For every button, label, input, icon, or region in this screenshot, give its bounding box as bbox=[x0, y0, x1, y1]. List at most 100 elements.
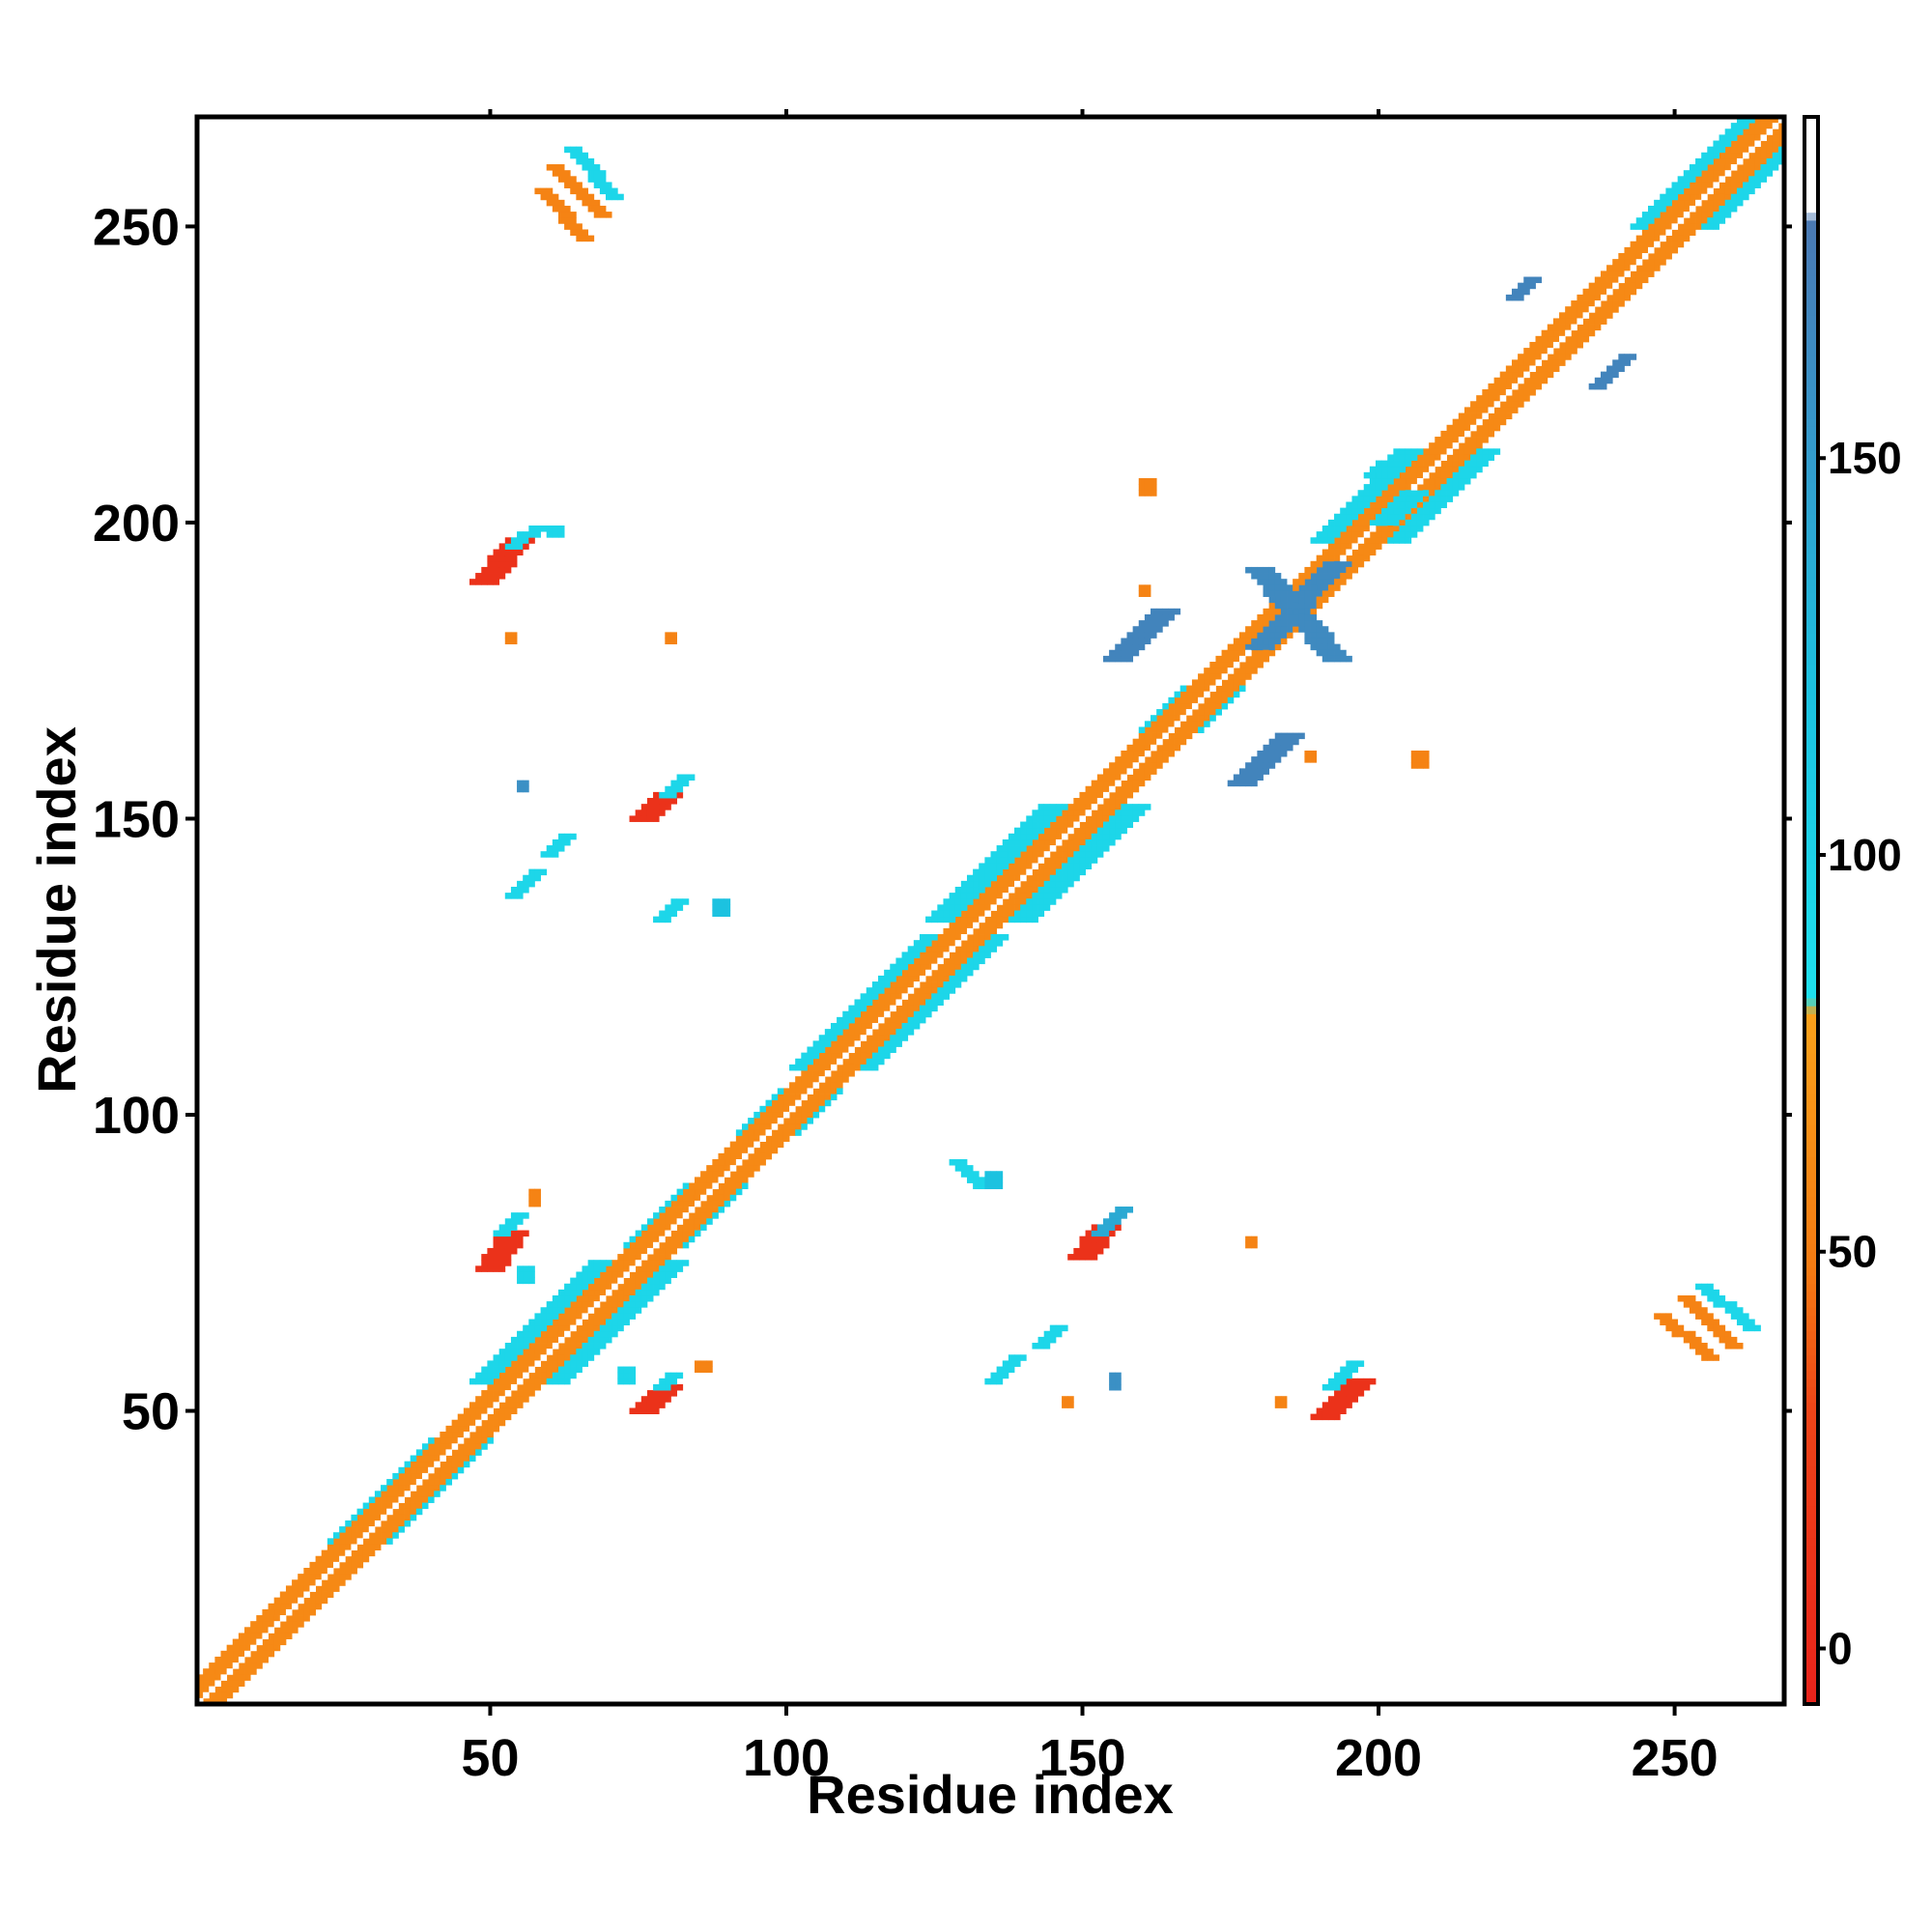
heatmap-cell bbox=[629, 1277, 637, 1285]
heatmap-cell bbox=[640, 1407, 648, 1414]
heatmap-cell bbox=[943, 993, 950, 1000]
heatmap-cell bbox=[1032, 827, 1038, 835]
heatmap-cell bbox=[1280, 584, 1288, 591]
heatmap-cell bbox=[327, 1561, 334, 1569]
heatmap-cell bbox=[1162, 613, 1169, 621]
heatmap-cell bbox=[1695, 1349, 1702, 1355]
heatmap-cell bbox=[1493, 389, 1501, 396]
heatmap-cell bbox=[599, 212, 607, 218]
heatmap-cell bbox=[1174, 691, 1181, 698]
heatmap-cell bbox=[481, 1425, 488, 1433]
heatmap-cell bbox=[966, 952, 974, 958]
heatmap-cell bbox=[356, 1561, 364, 1569]
heatmap-cell bbox=[587, 193, 595, 201]
heatmap-cell bbox=[1121, 821, 1127, 829]
heatmap-cell bbox=[445, 1466, 453, 1474]
heatmap-cell bbox=[534, 531, 541, 538]
heatmap-cell bbox=[884, 1035, 891, 1041]
heatmap-cell bbox=[1736, 1319, 1744, 1326]
heatmap-cell bbox=[262, 1627, 269, 1634]
heatmap-cell bbox=[1346, 1366, 1352, 1374]
heatmap-cell bbox=[1736, 164, 1744, 171]
heatmap-cell bbox=[1588, 300, 1596, 307]
heatmap-cell bbox=[1334, 643, 1341, 651]
heatmap-cell bbox=[1346, 507, 1352, 515]
heatmap-cell bbox=[682, 1218, 690, 1225]
heatmap-cell bbox=[676, 1200, 684, 1208]
heatmap-cell bbox=[1743, 146, 1749, 154]
heatmap-cell bbox=[866, 1022, 873, 1030]
heatmap-cell bbox=[943, 898, 950, 905]
heatmap-cell bbox=[1298, 620, 1305, 627]
heatmap-cell bbox=[599, 1343, 607, 1350]
heatmap-cell bbox=[244, 1627, 251, 1634]
heatmap-cell bbox=[1754, 1324, 1761, 1332]
heatmap-cell bbox=[1062, 815, 1068, 822]
heatmap-cell bbox=[1713, 1324, 1719, 1332]
heatmap-cell bbox=[1754, 146, 1761, 154]
heatmap-cell bbox=[884, 1052, 891, 1060]
heatmap-cell bbox=[688, 1188, 696, 1196]
heatmap-cell bbox=[1405, 460, 1412, 468]
heatmap-cell bbox=[576, 1271, 582, 1278]
heatmap-cell bbox=[979, 946, 985, 952]
heatmap-cell bbox=[463, 1425, 470, 1433]
heatmap-cell bbox=[1369, 466, 1377, 473]
heatmap-cell bbox=[919, 940, 926, 947]
heatmap-cell bbox=[688, 774, 696, 781]
heatmap-cell bbox=[1677, 1324, 1685, 1332]
heatmap-cell bbox=[1565, 354, 1572, 360]
heatmap-cell bbox=[789, 1088, 796, 1094]
heatmap-cell bbox=[1179, 726, 1187, 733]
heatmap-cell bbox=[659, 1254, 666, 1261]
heatmap-cell bbox=[878, 1035, 885, 1041]
heatmap-cell bbox=[878, 993, 885, 1000]
heatmap-cell bbox=[1209, 662, 1216, 668]
heatmap-cell bbox=[1671, 199, 1679, 207]
heatmap-cell bbox=[309, 1579, 317, 1586]
heatmap-cell bbox=[1073, 838, 1080, 846]
colorbar-segment bbox=[1804, 997, 1818, 1007]
heatmap-cell bbox=[1701, 152, 1708, 159]
heatmap-cell bbox=[1263, 750, 1270, 757]
heatmap-cell bbox=[1559, 335, 1566, 343]
heatmap-cell bbox=[871, 1035, 879, 1041]
heatmap-cell bbox=[1677, 1294, 1685, 1302]
heatmap-cell bbox=[1648, 253, 1655, 260]
heatmap-cell bbox=[984, 863, 991, 869]
heatmap-cell bbox=[1008, 910, 1015, 918]
heatmap-cell bbox=[481, 1366, 488, 1374]
heatmap-cell bbox=[1724, 1330, 1732, 1338]
heatmap-cell bbox=[1168, 726, 1175, 733]
heatmap-cell bbox=[1310, 584, 1318, 591]
heatmap-cell bbox=[440, 1479, 446, 1486]
heatmap-cell bbox=[1257, 762, 1264, 769]
heatmap-cell bbox=[878, 1010, 885, 1018]
heatmap-cell bbox=[665, 904, 671, 911]
heatmap-cell bbox=[392, 1514, 399, 1521]
heatmap-cell bbox=[226, 1691, 234, 1699]
heatmap-cell bbox=[1079, 838, 1086, 846]
heatmap-cell bbox=[682, 1212, 690, 1219]
heatmap-cell bbox=[1387, 471, 1394, 479]
heatmap-cell bbox=[457, 1455, 465, 1463]
heatmap-cell bbox=[1091, 821, 1098, 829]
heatmap-cell bbox=[1730, 1336, 1738, 1344]
heatmap-cell bbox=[534, 1372, 541, 1379]
heatmap-cell bbox=[1452, 448, 1460, 455]
heatmap-cell bbox=[1736, 199, 1744, 207]
heatmap-cell bbox=[1334, 1378, 1341, 1385]
heatmap-cell bbox=[1327, 526, 1335, 532]
heatmap-cell bbox=[564, 1360, 571, 1367]
heatmap-cell bbox=[351, 1561, 357, 1569]
heatmap-cell bbox=[1251, 620, 1258, 627]
heatmap-cell bbox=[587, 1324, 595, 1332]
heatmap-cell bbox=[315, 1561, 323, 1569]
heatmap-cell bbox=[374, 1514, 382, 1521]
heatmap-cell bbox=[1198, 721, 1205, 727]
heatmap-cell bbox=[1002, 904, 1009, 911]
heatmap-cell bbox=[1505, 389, 1513, 396]
heatmap-cell bbox=[1340, 1378, 1347, 1385]
heatmap-cell bbox=[1375, 537, 1382, 544]
heatmap-cell bbox=[1600, 312, 1607, 319]
